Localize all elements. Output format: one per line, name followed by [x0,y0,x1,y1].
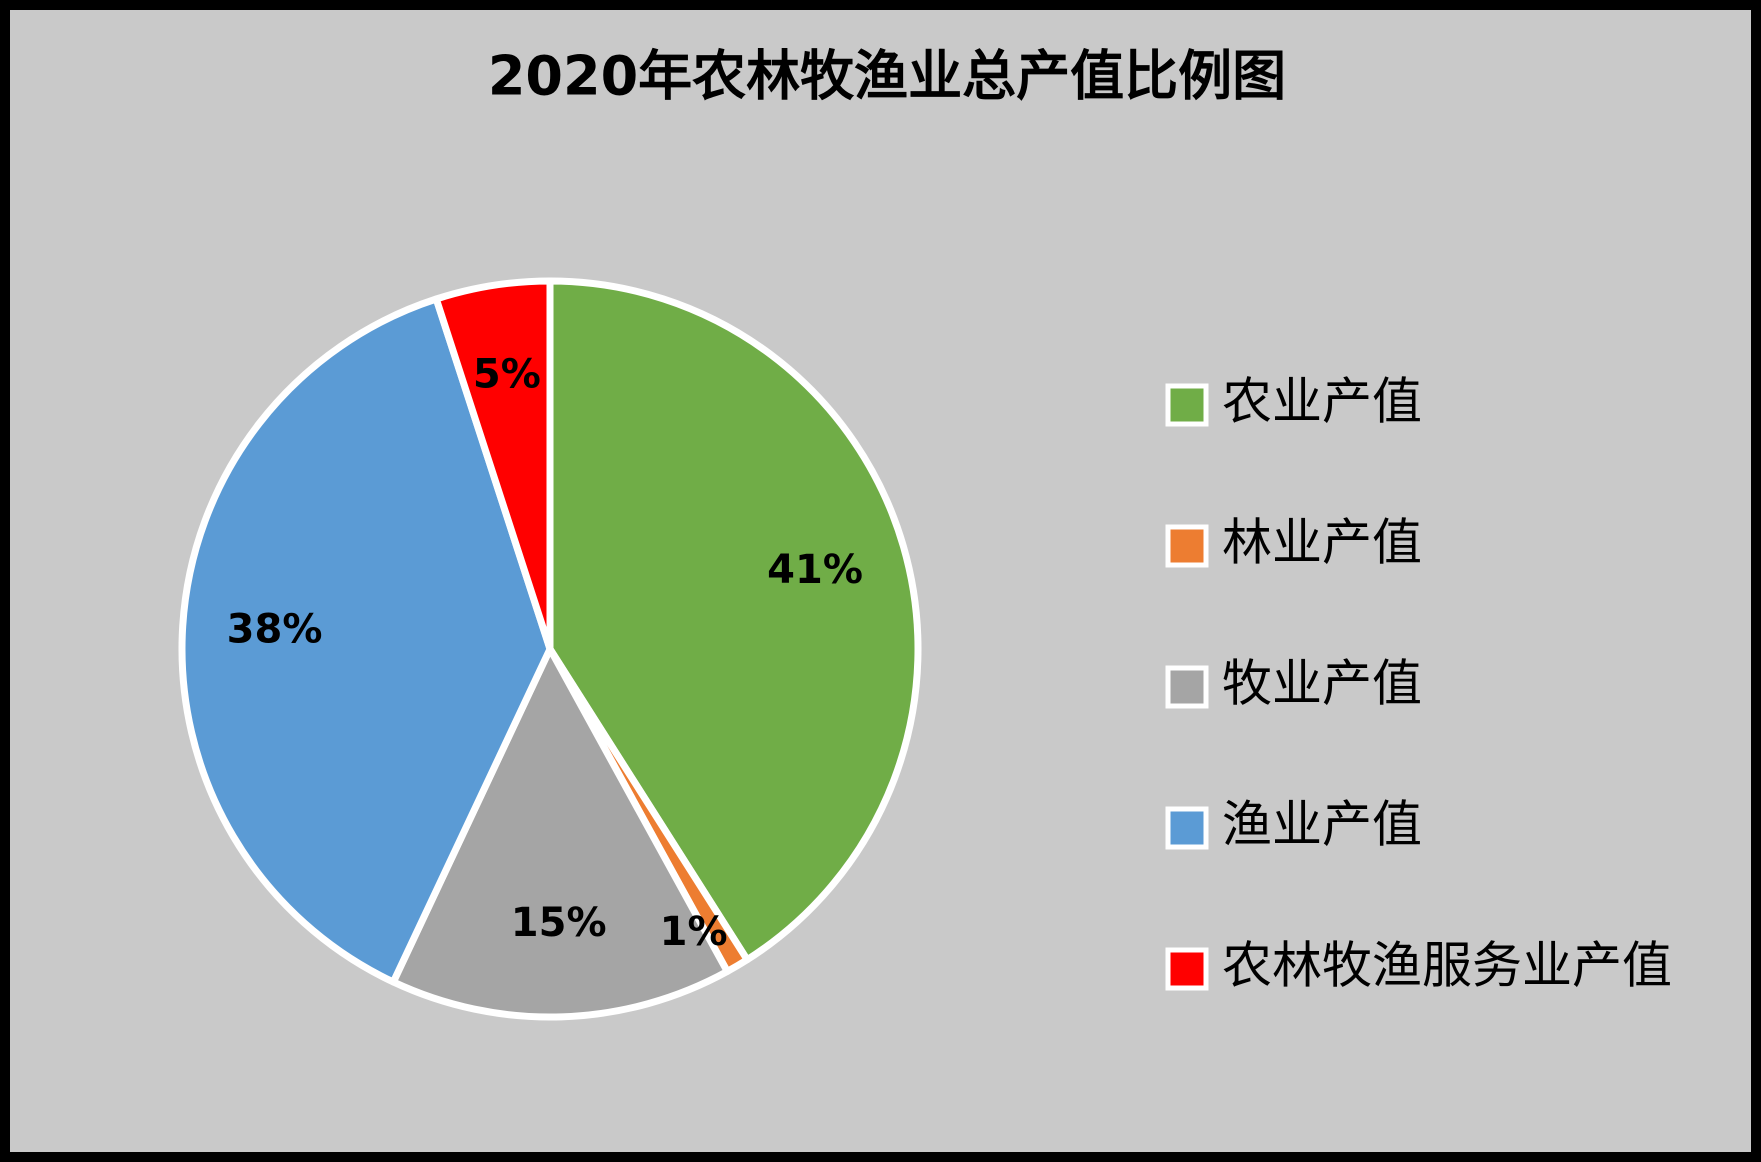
legend-label: 渔业产值 [1222,796,1422,854]
legend-label: 农林牧渔服务业产值 [1222,937,1672,995]
data-label: 15% [511,900,607,946]
pie-slice [432,277,554,653]
data-label: 41% [767,547,863,593]
legend-swatch [1165,947,1209,991]
legend-swatch [1165,806,1209,850]
data-label: 1% [660,909,728,955]
pie-slice [178,295,554,986]
chart-title: 2020年农林牧渔业总产值比例图 [488,45,1286,108]
pie-slice [389,645,731,1021]
legend-swatch [1165,524,1209,568]
legend-label: 林业产值 [1222,514,1422,572]
legend-swatch [1165,665,1209,709]
data-label: 38% [227,607,323,653]
legend-label: 牧业产值 [1222,655,1422,713]
legend-swatch [1165,383,1209,427]
data-label: 5% [473,351,541,397]
legend-label: 农业产值 [1222,373,1422,431]
